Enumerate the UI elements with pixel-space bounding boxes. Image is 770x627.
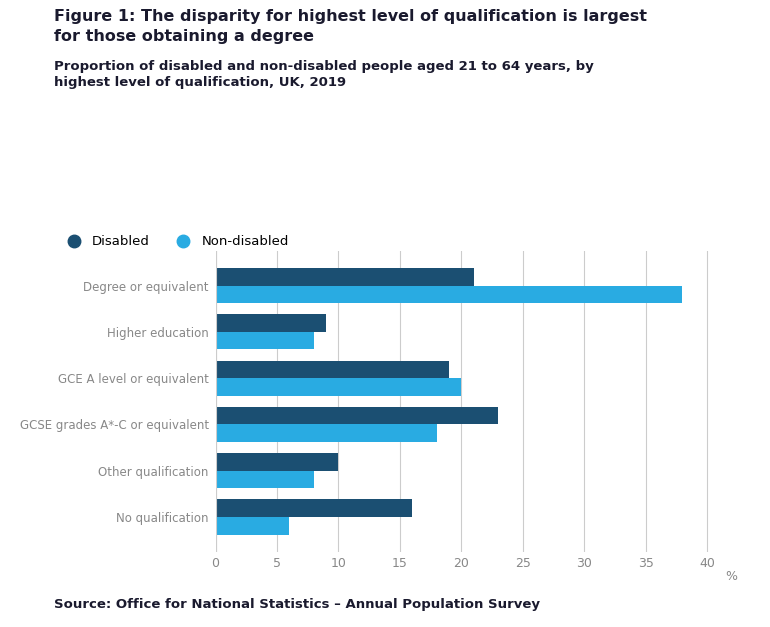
Bar: [216, 332, 314, 349]
Bar: [216, 407, 498, 424]
Text: for those obtaining a degree: for those obtaining a degree: [54, 29, 314, 45]
Bar: [216, 285, 682, 303]
Bar: [216, 424, 437, 442]
Bar: [216, 453, 339, 471]
Legend: Disabled, Non-disabled: Disabled, Non-disabled: [61, 236, 289, 248]
Bar: [216, 517, 290, 535]
Bar: [216, 378, 461, 396]
Text: Proportion of disabled and non-disabled people aged 21 to 64 years, by: Proportion of disabled and non-disabled …: [54, 60, 594, 73]
Bar: [216, 314, 326, 332]
Bar: [216, 361, 449, 378]
X-axis label: %: %: [725, 570, 738, 583]
Bar: [216, 268, 474, 285]
Text: Figure 1: The disparity for highest level of qualification is largest: Figure 1: The disparity for highest leve…: [54, 9, 647, 24]
Bar: [216, 500, 412, 517]
Bar: [216, 471, 314, 488]
Text: highest level of qualification, UK, 2019: highest level of qualification, UK, 2019: [54, 76, 346, 90]
Text: Source: Office for National Statistics – Annual Population Survey: Source: Office for National Statistics –…: [54, 598, 540, 611]
